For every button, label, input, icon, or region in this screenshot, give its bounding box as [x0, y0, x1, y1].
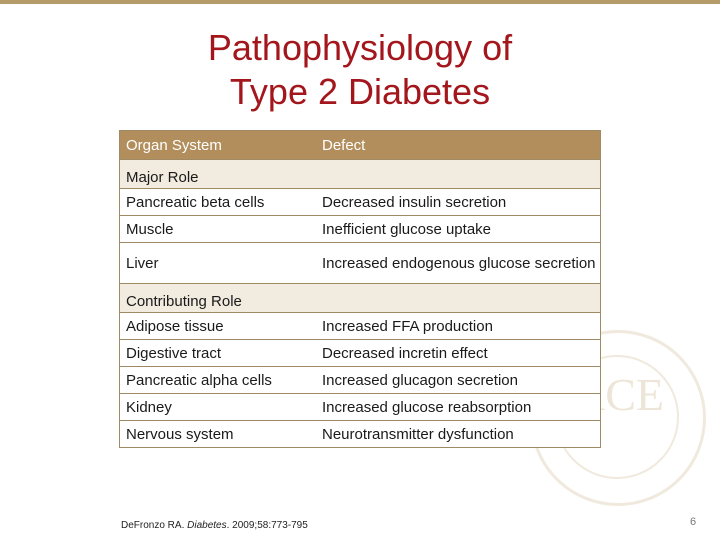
table-row: Pancreatic beta cells Decreased insulin … — [119, 188, 601, 216]
defect-cell: Increased FFA production — [316, 312, 601, 340]
top-accent-bar — [0, 0, 720, 4]
organ-cell: Pancreatic beta cells — [119, 188, 316, 216]
defect-cell: Increased glucagon secretion — [316, 366, 601, 394]
table-row: Pancreatic alpha cells Increased glucago… — [119, 366, 601, 394]
table-header-row: Organ System Defect — [119, 130, 601, 160]
table-row: Kidney Increased glucose reabsorption — [119, 393, 601, 421]
pathophysiology-table: Organ System Defect Major Role Pancreati… — [119, 130, 601, 448]
header-defect: Defect — [316, 130, 601, 160]
citation: DeFronzo RA. Diabetes. 2009;58:773-795 — [121, 520, 308, 531]
table-row: Muscle Inefficient glucose uptake — [119, 215, 601, 243]
defect-cell: Neurotransmitter dysfunction — [316, 420, 601, 448]
defect-cell: Decreased incretin effect — [316, 339, 601, 367]
organ-cell: Pancreatic alpha cells — [119, 366, 316, 394]
defect-cell: Decreased insulin secretion — [316, 188, 601, 216]
table-row: Adipose tissue Increased FFA production — [119, 312, 601, 340]
citation-authors: DeFronzo RA. — [121, 520, 188, 531]
organ-cell: Kidney — [119, 393, 316, 421]
section-row-major-role: Major Role — [119, 159, 601, 189]
organ-cell: Digestive tract — [119, 339, 316, 367]
table-row: Liver Increased endogenous glucose secre… — [119, 242, 601, 284]
title-line-2: Type 2 Diabetes — [229, 71, 491, 112]
header-organ-system: Organ System — [119, 130, 316, 160]
citation-details: . 2009;58:773-795 — [226, 520, 308, 531]
organ-cell: Nervous system — [119, 420, 316, 448]
slide-title: Pathophysiology of Type 2 Diabetes — [140, 26, 580, 114]
defect-cell: Increased glucose reabsorption — [316, 393, 601, 421]
section-label: Major Role — [119, 159, 601, 189]
title-line-1: Pathophysiology of — [207, 27, 513, 68]
organ-cell: Liver — [119, 242, 316, 284]
page-number: 6 — [690, 516, 697, 528]
section-row-contributing-role: Contributing Role — [119, 283, 601, 313]
organ-cell: Muscle — [119, 215, 316, 243]
citation-journal: Diabetes — [187, 520, 227, 531]
defect-cell: Increased endogenous glucose secretion — [316, 242, 601, 284]
table-row: Digestive tract Decreased incretin effec… — [119, 339, 601, 367]
organ-cell: Adipose tissue — [119, 312, 316, 340]
defect-cell: Inefficient glucose uptake — [316, 215, 601, 243]
table-row: Nervous system Neurotransmitter dysfunct… — [119, 420, 601, 448]
section-label: Contributing Role — [119, 283, 601, 313]
